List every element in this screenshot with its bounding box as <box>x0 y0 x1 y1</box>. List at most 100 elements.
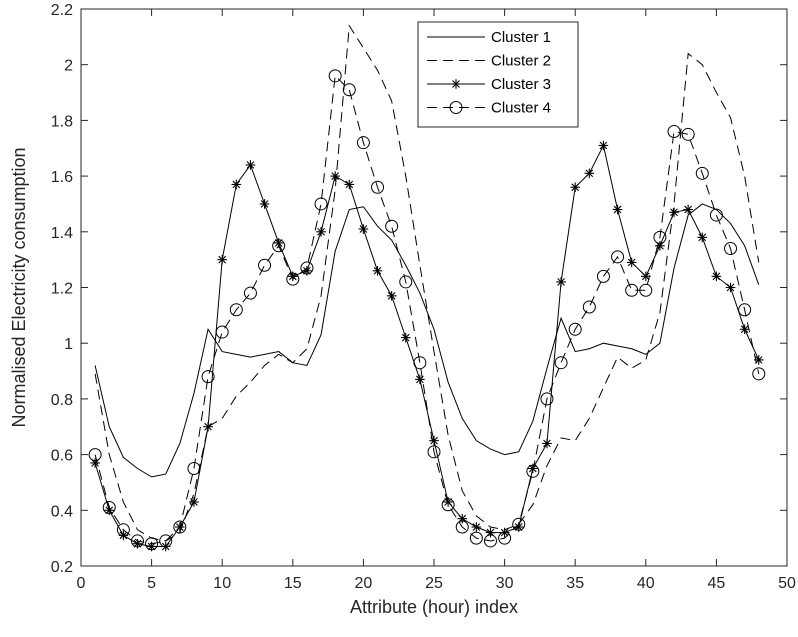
series-3-point <box>739 324 750 335</box>
series-3-point <box>203 421 213 432</box>
plot-layer <box>88 24 766 552</box>
series-3-point <box>330 171 340 181</box>
legend-marker <box>451 79 461 89</box>
series-3-point <box>556 277 566 287</box>
y-tick-label: 0.2 <box>51 559 73 576</box>
legend-label: Cluster 2 <box>491 53 551 70</box>
x-tick-label: 35 <box>566 575 584 592</box>
y-tick-label: 1.8 <box>51 113 73 130</box>
y-tick-label: 0.4 <box>51 503 73 520</box>
x-tick-label: 30 <box>496 575 514 592</box>
series-4-point <box>187 462 201 476</box>
series-3-point <box>683 204 693 215</box>
y-tick-label: 1.2 <box>51 281 73 298</box>
series-3-point <box>415 374 425 385</box>
series-4-point <box>286 272 300 286</box>
series-4-point <box>116 523 130 537</box>
x-tick-label: 25 <box>425 575 443 592</box>
series-4-point <box>328 69 342 83</box>
series-3-point <box>189 497 199 507</box>
x-tick-label: 45 <box>708 575 726 592</box>
series-4-point <box>455 520 469 534</box>
series-3-point <box>429 435 439 446</box>
series-4-point <box>272 239 286 253</box>
series-4-point <box>596 269 610 283</box>
series-3-point <box>598 140 609 151</box>
series-line-4 <box>94 74 760 545</box>
series-4-point <box>342 83 356 97</box>
series-3-point <box>725 282 736 293</box>
series-3-point <box>400 332 411 343</box>
series-4-point <box>709 208 723 222</box>
series-4-point <box>469 531 483 545</box>
series-4-point <box>695 166 709 180</box>
series-4-point <box>667 125 681 139</box>
series-4-point <box>159 534 173 548</box>
series-4-point <box>427 445 441 459</box>
y-tick-label: 2 <box>64 58 73 75</box>
series-4-point <box>625 283 639 297</box>
series-4-point <box>611 250 625 264</box>
series-4-point <box>483 534 497 548</box>
x-tick-label: 5 <box>147 575 156 592</box>
series-3-point <box>316 227 326 237</box>
x-tick-label: 10 <box>213 575 231 592</box>
series-4-point <box>653 230 667 244</box>
series-3-point <box>344 179 355 190</box>
series-4-point <box>540 392 554 406</box>
series-3-point <box>372 265 383 276</box>
series-4-point <box>526 464 540 478</box>
x-tick-label: 20 <box>355 575 373 592</box>
series-4-point <box>173 520 187 534</box>
y-tick-label: 0.6 <box>51 448 73 465</box>
y-tick-label: 1.6 <box>51 169 73 186</box>
series-4-point <box>385 219 399 233</box>
y-tick-label: 1 <box>64 336 73 353</box>
x-tick-label: 0 <box>77 575 86 592</box>
series-4-point <box>229 303 243 317</box>
series-4-point <box>639 283 653 297</box>
series-4-point <box>88 448 102 462</box>
legend-label: Cluster 1 <box>491 29 551 46</box>
legend-entry: Cluster 1 <box>427 29 551 46</box>
legend-entry: Cluster 3 <box>427 76 551 93</box>
series-3-point <box>245 160 256 170</box>
series-line-3 <box>94 143 760 547</box>
x-tick-label: 50 <box>778 575 796 592</box>
series-3-point <box>386 291 397 301</box>
y-axis-title: Normalised Electricity consumption <box>9 147 29 427</box>
series-4-point <box>399 275 413 289</box>
series-4-point <box>371 180 385 194</box>
legend: Cluster 1 Cluster 2 Cluster 3 Cluster 4 <box>417 21 579 128</box>
series-4-point <box>201 370 215 384</box>
x-tick-label: 40 <box>637 575 655 592</box>
series-4-point <box>102 501 116 515</box>
series-3-point <box>711 271 722 282</box>
series-4-point <box>582 300 596 314</box>
legend-box <box>417 21 579 128</box>
series-3-point <box>612 204 623 215</box>
series-4-point <box>738 303 752 317</box>
series-4-point <box>145 537 159 551</box>
series-3-point <box>217 254 227 265</box>
series-4-point <box>498 531 512 545</box>
series-3-point <box>471 522 482 532</box>
x-axis-title: Attribute (hour) index <box>350 597 518 617</box>
legend-label: Cluster 3 <box>491 76 551 93</box>
series-3-point <box>358 224 369 234</box>
series-4-point <box>243 286 257 300</box>
series-4-point <box>752 367 766 381</box>
axes-layer: 0 5 10 15 20 25 30 35 40 45 50 0.2 0.4 0.6 0.8 1 1.2 1.4 1… <box>51 2 796 592</box>
legend-label: Cluster 4 <box>491 100 551 117</box>
legend-marker <box>449 101 463 114</box>
legend-entry: Cluster 2 <box>427 53 551 70</box>
series-4-point <box>215 325 229 339</box>
series-3-point <box>259 199 270 209</box>
series-3-point <box>626 257 637 268</box>
y-tick-label: 1.4 <box>51 225 73 242</box>
series-4-point <box>356 136 370 150</box>
series-4-point <box>300 261 314 275</box>
series-3-point <box>542 438 552 449</box>
series-3-point <box>584 168 595 179</box>
